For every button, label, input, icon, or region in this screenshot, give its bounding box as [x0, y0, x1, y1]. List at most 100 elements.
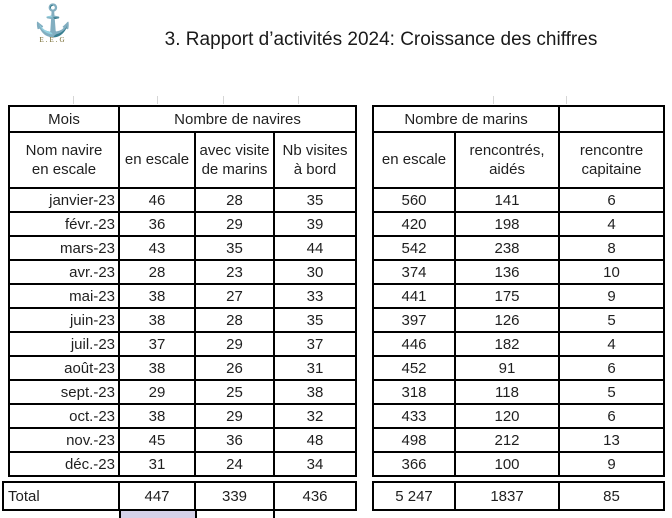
month-cell: sept.-23: [8, 379, 120, 405]
value-cell: 4: [558, 211, 666, 237]
page-title: 3. Rapport d’activités 2024: Croissance …: [164, 29, 598, 50]
marins-table: Nombre de marins en escale rencontrés, a…: [371, 105, 666, 477]
table-row: mai-23 38 27 33: [8, 283, 358, 309]
column-header-en-escale: en escale: [118, 131, 196, 189]
group-header-navires: Nombre de navires: [117, 105, 358, 133]
table-row: 560 141 6: [372, 187, 666, 213]
gridline-remnant: [157, 96, 158, 104]
total-row: Total 447 339 436: [2, 481, 357, 511]
total-value-cell: 5 247: [372, 481, 456, 511]
value-cell: 25: [194, 379, 275, 405]
total-value-cell: 447: [118, 481, 196, 511]
highlighted-cell-fragment: [119, 511, 197, 518]
table-row: 441 175 9: [372, 283, 666, 309]
table-row: 374 136 10: [372, 259, 666, 285]
total-value-cell: 436: [273, 481, 357, 511]
value-cell: 29: [118, 379, 196, 405]
value-cell: 91: [453, 355, 561, 381]
value-cell: 36: [194, 427, 275, 453]
table-row: 366 100 9: [372, 451, 666, 477]
value-cell: 433: [372, 403, 456, 429]
value-cell: 136: [453, 259, 561, 285]
value-cell: 28: [118, 259, 196, 285]
marins-total-table: 5 247 1837 85: [372, 481, 665, 511]
value-cell: 34: [272, 451, 358, 477]
value-cell: 6: [558, 403, 666, 429]
value-cell: 39: [272, 211, 358, 237]
group-header-empty: [558, 105, 666, 133]
value-cell: 13: [558, 427, 666, 453]
total-value-cell: 85: [558, 481, 665, 511]
value-cell: 498: [372, 427, 456, 453]
table-row: févr.-23 36 29 39: [8, 211, 358, 237]
column-header-nom-navire: Nom navire en escale: [8, 131, 120, 189]
value-cell: 35: [272, 187, 358, 213]
column-header-rencontre-capitaine: rencontre capitaine: [558, 131, 666, 189]
value-cell: 23: [194, 259, 275, 285]
month-cell: août-23: [8, 355, 120, 381]
table-row: nov.-23 45 36 48: [8, 427, 358, 453]
value-cell: 374: [372, 259, 456, 285]
value-cell: 30: [272, 259, 358, 285]
value-cell: 10: [558, 259, 666, 285]
value-cell: 38: [118, 307, 196, 333]
month-cell: nov.-23: [8, 427, 120, 453]
value-cell: 5: [558, 379, 666, 405]
value-cell: 28: [194, 307, 275, 333]
value-cell: 29: [194, 211, 275, 237]
column-border-fragment: [273, 511, 275, 518]
value-cell: 38: [118, 403, 196, 429]
table-row: 420 198 4: [372, 211, 666, 237]
value-cell: 45: [118, 427, 196, 453]
value-cell: 31: [118, 451, 196, 477]
table-row: 433 120 6: [372, 403, 666, 429]
logo-caption: E.E.G: [39, 36, 67, 44]
value-cell: 38: [272, 379, 358, 405]
table-row: août-23 38 26 31: [8, 355, 358, 381]
value-cell: 28: [194, 187, 275, 213]
month-cell: juin-23: [8, 307, 120, 333]
value-cell: 542: [372, 235, 456, 261]
table-row: avr.-23 28 23 30: [8, 259, 358, 285]
value-cell: 126: [453, 307, 561, 333]
table-row: 498 212 13: [372, 427, 666, 453]
month-cell: déc.-23: [8, 451, 120, 477]
value-cell: 37: [272, 331, 358, 357]
total-label-cell: Total: [2, 481, 120, 511]
value-cell: 118: [453, 379, 561, 405]
table-row: janvier-23 46 28 35: [8, 187, 358, 213]
value-cell: 397: [372, 307, 456, 333]
group-header-marins: Nombre de marins: [371, 105, 561, 133]
value-cell: 27: [194, 283, 275, 309]
value-cell: 318: [372, 379, 456, 405]
column-header-mois: Mois: [8, 105, 120, 133]
column-header-avec-visite: avec visite de marins: [194, 131, 275, 189]
month-cell: janvier-23: [8, 187, 120, 213]
value-cell: 4: [558, 331, 666, 357]
value-cell: 441: [372, 283, 456, 309]
value-cell: 33: [272, 283, 358, 309]
table-row: 318 118 5: [372, 379, 666, 405]
table-row: 452 91 6: [372, 355, 666, 381]
month-cell: févr.-23: [8, 211, 120, 237]
month-cell: oct.-23: [8, 403, 120, 429]
gridline-remnant: [566, 96, 567, 104]
column-header-rencontres-aides: rencontrés, aidés: [453, 131, 561, 189]
value-cell: 5: [558, 307, 666, 333]
table-row: 397 126 5: [372, 307, 666, 333]
value-cell: 48: [272, 427, 358, 453]
month-cell: juil.-23: [8, 331, 120, 357]
total-value-cell: 1837: [454, 481, 560, 511]
value-cell: 46: [118, 187, 196, 213]
gridline-remnant: [298, 96, 299, 104]
navires-table: Mois Nombre de navires Nom navire en esc…: [8, 105, 358, 477]
value-cell: 31: [272, 355, 358, 381]
value-cell: 182: [453, 331, 561, 357]
value-cell: 141: [453, 187, 561, 213]
total-value-cell: 339: [194, 481, 275, 511]
gridline-remnant: [73, 96, 74, 104]
table-row: sept.-23 29 25 38: [8, 379, 358, 405]
month-cell: avr.-23: [8, 259, 120, 285]
table-row: juin-23 38 28 35: [8, 307, 358, 333]
